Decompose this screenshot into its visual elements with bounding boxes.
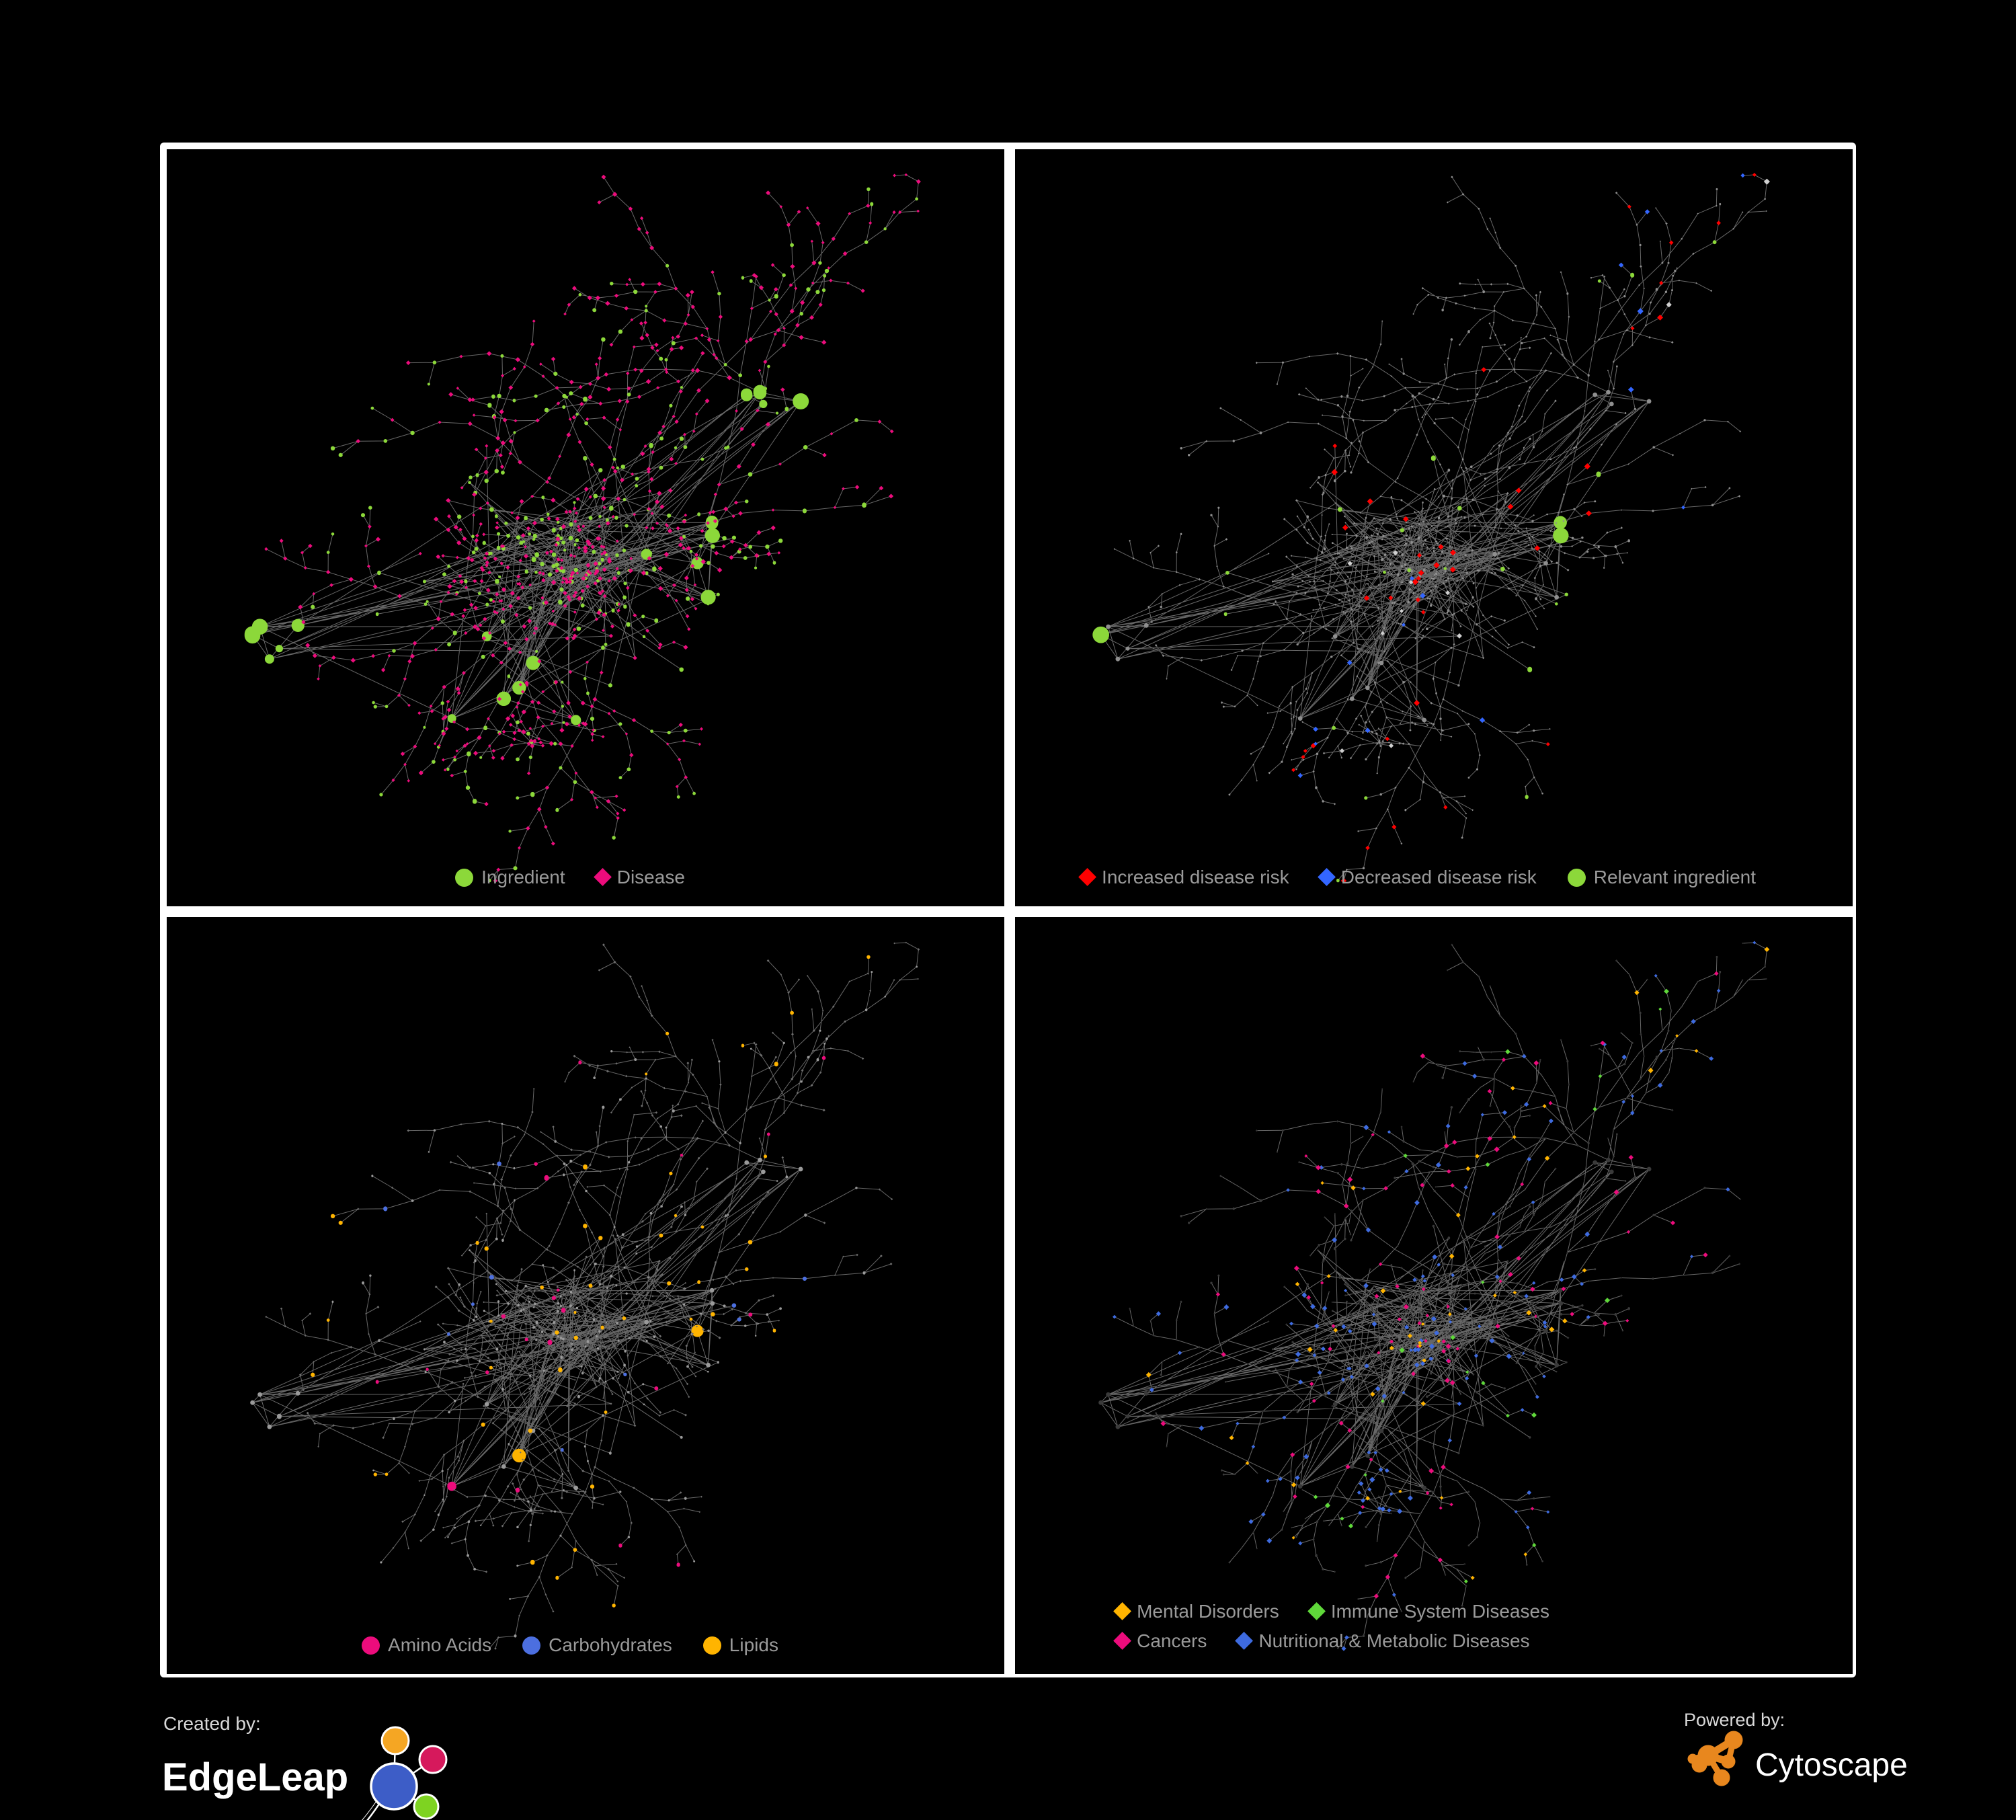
- svg-text:EdgeLeap: EdgeLeap: [162, 1755, 348, 1799]
- svg-text:Created by:: Created by:: [163, 1713, 261, 1734]
- svg-text:Cytoscape: Cytoscape: [1755, 1747, 1908, 1783]
- svg-text:Powered by:: Powered by:: [1684, 1710, 1785, 1730]
